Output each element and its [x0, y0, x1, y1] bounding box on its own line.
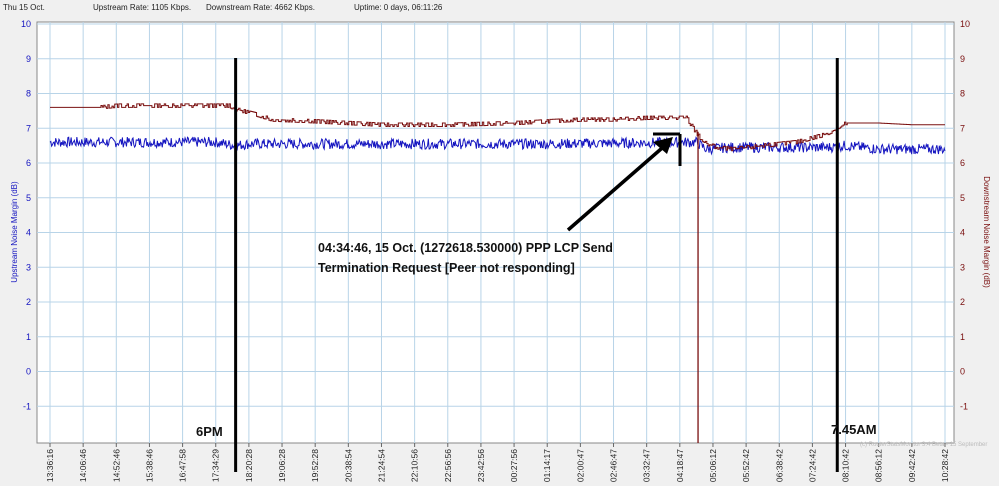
callout-text-line-1: 04:34:46, 15 Oct. (1272618.530000) PPP L…: [318, 241, 613, 255]
x-tick-label: 16:47:58: [178, 449, 188, 482]
x-tick-label: 02:46:47: [609, 449, 619, 482]
y-tick-label-left: 6: [26, 158, 31, 168]
x-tick-label: 19:52:28: [310, 449, 320, 482]
x-tick-label: 01:14:17: [542, 449, 552, 482]
status-downstream-rate: Downstream Rate: 4662 Kbps.: [206, 2, 315, 12]
x-tick-label: 17:34:29: [211, 449, 221, 482]
x-tick-label: 14:06:46: [78, 449, 88, 482]
grid: [37, 22, 954, 443]
y-tick-label-left: 2: [26, 297, 31, 307]
marker-label-6pm: 6PM: [196, 424, 223, 439]
marker-label-745am: 7.45AM: [831, 422, 877, 437]
y-tick-label-left: 9: [26, 54, 31, 64]
x-tick-label: 08:10:42: [841, 449, 851, 482]
y-tick-label-left: 7: [26, 123, 31, 133]
y-tick-label-right: 2: [960, 297, 965, 307]
y-tick-label-right: 9: [960, 54, 965, 64]
x-tick-label: 22:56:56: [443, 449, 453, 482]
y-tick-label-right: -1: [960, 401, 968, 411]
x-tick-label: 00:27:56: [509, 449, 519, 482]
y-tick-label-left: 3: [26, 262, 31, 272]
y-tick-label-right: 8: [960, 89, 965, 99]
status-date: Thu 15 Oct.: [3, 2, 45, 12]
x-tick-label: 14:52:46: [111, 449, 121, 482]
series-layer: [49, 103, 946, 443]
x-tick-label: 13:36:16: [45, 449, 55, 482]
x-tick-label: 23:42:56: [476, 449, 486, 482]
x-tick-label: 03:32:47: [642, 449, 652, 482]
y-tick-label-left: 8: [26, 89, 31, 99]
y-axis-label-left: Upstream Noise Margin (dB): [10, 181, 19, 283]
y-tick-label-left: -1: [23, 401, 31, 411]
status-upstream-rate: Upstream Rate: 1105 Kbps.: [93, 2, 192, 12]
x-tick-label: 15:38:46: [144, 449, 154, 482]
callout-arrow-shaft: [566, 140, 671, 232]
y-axis-label-right: Downstream Noise Margin (dB): [982, 176, 991, 288]
x-tick-label: 22:10:56: [410, 449, 420, 482]
callout-text-line-2: Termination Request [Peer not responding…: [318, 261, 575, 275]
x-tick-label: 08:56:12: [874, 449, 884, 482]
status-bar: Thu 15 Oct. Upstream Rate: 1105 Kbps. Do…: [0, 0, 999, 14]
x-tick-label: 06:38:42: [774, 449, 784, 482]
x-tick-label: 10:28:42: [940, 449, 950, 482]
y-tick-label-right: 7: [960, 123, 965, 133]
y-tick-label-left: 10: [21, 19, 31, 29]
x-tick-label: 09:42:42: [907, 449, 917, 482]
y-tick-label-right: 3: [960, 262, 965, 272]
y-tick-label-left: 0: [26, 367, 31, 377]
y-tick-label-left: 4: [26, 228, 31, 238]
y-tick-label-right: 4: [960, 228, 965, 238]
x-tick-label: 18:20:28: [244, 449, 254, 482]
x-tick-label: 02:00:47: [575, 449, 585, 482]
annotation-layer: [234, 58, 839, 472]
y-tick-label-right: 0: [960, 367, 965, 377]
x-tick-label: 20:38:54: [343, 449, 353, 482]
x-tick-label: 19:06:28: [277, 449, 287, 482]
callout-arrow-head: [653, 137, 673, 154]
y-tick-label-left: 5: [26, 193, 31, 203]
y-tick-label-right: 1: [960, 332, 965, 342]
y-tick-label-right: 10: [960, 19, 970, 29]
downstream-line: [50, 103, 945, 152]
axis-ticks: 10 109 98 87 76 65 54 43 32 21 10 0-1 -113:36:16 14:0…: [21, 19, 970, 482]
x-tick-label: 05:52:42: [741, 449, 751, 482]
watermark: (c) RouterStatsMonitor 3.4 Beta - 15 Sep…: [860, 442, 987, 448]
x-tick-label: 07:24:42: [807, 449, 817, 482]
status-uptime: Uptime: 0 days, 06:11:26: [354, 2, 443, 12]
x-tick-label: 05:06:12: [708, 449, 718, 482]
x-tick-label: 04:18:47: [675, 449, 685, 482]
y-tick-label-left: 1: [26, 332, 31, 342]
upstream-line: [49, 135, 946, 156]
x-tick-label: 21:24:54: [376, 449, 386, 482]
y-tick-label-right: 6: [960, 158, 965, 168]
y-tick-label-right: 5: [960, 193, 965, 203]
